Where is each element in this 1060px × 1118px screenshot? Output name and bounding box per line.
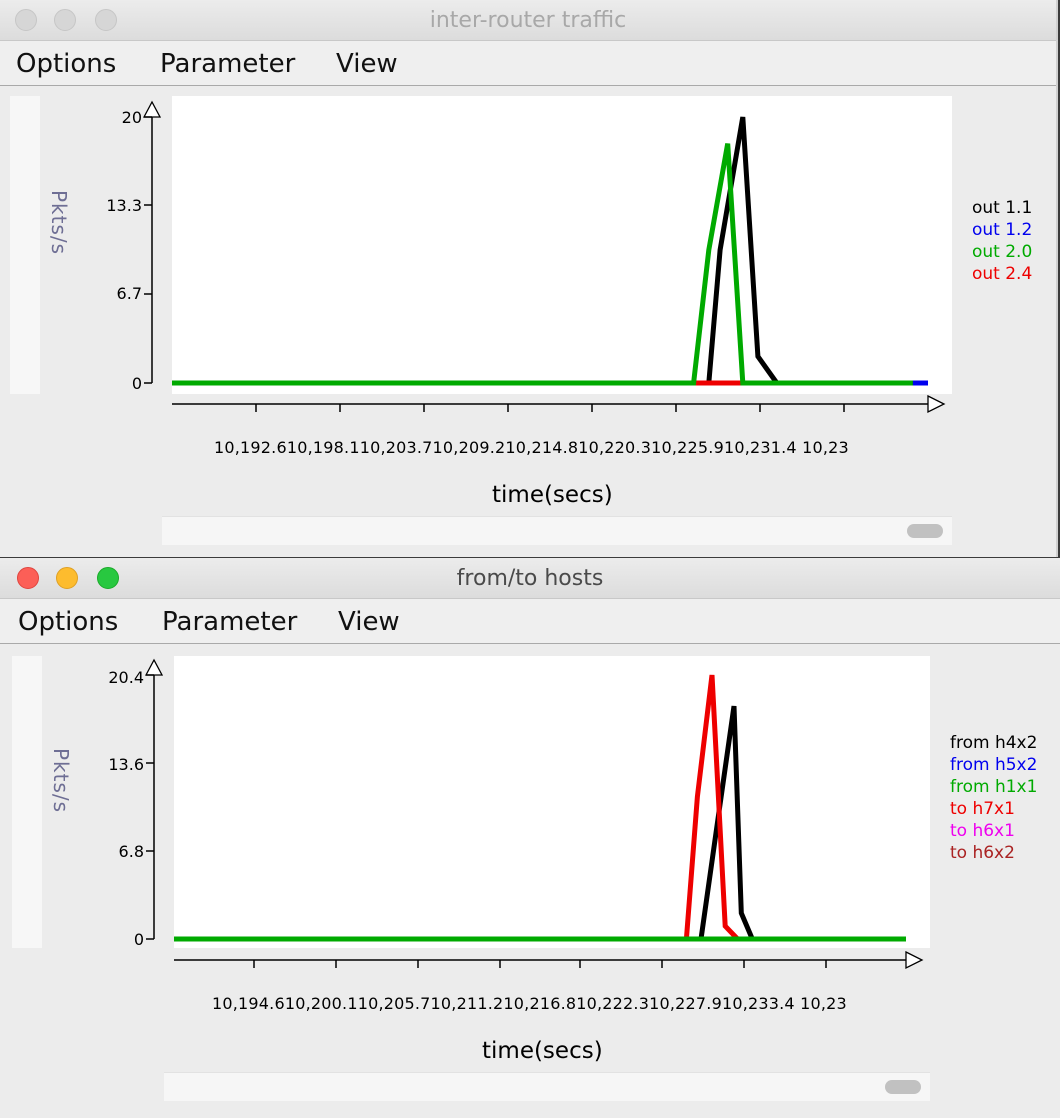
scrollbar-thumb[interactable] [907,524,943,538]
chart-2 [144,658,924,970]
horizontal-scrollbar[interactable] [162,516,952,545]
window-title: inter-router traffic [429,8,627,33]
y-axis-label: Pkts/s [49,748,73,814]
from-to-hosts-window: from/to hosts Options Parameter View Pkt… [0,558,1060,1118]
legend: from h4x2 from h5x2 from h1x1 to h7x1 to… [950,732,1037,864]
x-axis-label: time(secs) [482,1038,603,1064]
series-line-to-h7x1 [683,674,740,941]
menu-view[interactable]: View [338,607,400,637]
menu-options[interactable]: Options [18,607,119,637]
x-axis-arrow [905,950,924,970]
inter-router-traffic-window: inter-router traffic Options Parameter V… [0,0,1058,557]
y-axis-arrow [142,100,162,118]
y-tick-label: 20.4 [108,668,144,687]
x-axis-label: time(secs) [492,482,613,508]
x-tick-labels: 10,194.610,200.110,205.710,211.210,216.8… [212,994,847,1013]
series-line-out-1-1 [172,116,928,386]
y-axis-arrow [144,658,164,676]
menu-parameter[interactable]: Parameter [162,607,298,637]
legend-item: to h6x2 [950,843,1015,863]
close-button[interactable] [17,567,39,589]
zoom-button[interactable] [95,9,117,31]
legend-item: from h5x2 [950,755,1038,775]
window-title: from/to hosts [456,566,604,591]
side-panel [12,656,42,948]
close-button[interactable] [15,9,37,31]
menu-bar: Options Parameter View [0,599,1060,644]
y-tick-label: 20 [121,108,142,127]
y-tick-label: 13.3 [106,196,142,215]
legend-item: from h1x1 [950,777,1038,797]
chart-1 [142,100,946,414]
series-line-out-2-0 [172,143,913,386]
scrollbar-thumb[interactable] [885,1080,921,1094]
legend: out 1.1 out 1.2 out 2.0 out 2.4 [972,197,1032,285]
y-tick-label: 0 [133,930,144,949]
plot-area [174,656,930,948]
menu-view[interactable]: View [336,49,398,79]
minimize-button[interactable] [56,567,78,589]
title-bar[interactable]: from/to hosts [0,558,1060,599]
legend-item: to h7x1 [950,799,1015,819]
y-tick-label: 6.8 [118,842,144,861]
y-axis-label: Pkts/s [47,190,71,256]
legend-item: out 2.0 [972,242,1033,262]
series-line-from-h4x2 [174,705,906,942]
title-bar[interactable]: inter-router traffic [0,0,1056,41]
legend-item: out 2.4 [972,264,1033,284]
side-panel [10,96,40,394]
horizontal-scrollbar[interactable] [164,1072,930,1101]
x-tick-labels: 10,192.610,198.110,203.710,209.210,214.8… [214,438,849,457]
legend-item: out 1.2 [972,220,1033,240]
legend-item: from h4x2 [950,733,1038,753]
y-tick-label: 13.6 [108,755,144,774]
zoom-button[interactable] [97,567,119,589]
y-tick-label: 0 [131,374,142,393]
x-axis-arrow [927,394,946,414]
plot-area [172,96,952,394]
menu-parameter[interactable]: Parameter [160,49,296,79]
y-tick-label: 6.7 [116,284,142,303]
legend-item: out 1.1 [972,198,1033,218]
menu-options[interactable]: Options [16,49,117,79]
menu-bar: Options Parameter View [0,41,1056,86]
legend-item: to h6x1 [950,821,1015,841]
minimize-button[interactable] [54,9,76,31]
